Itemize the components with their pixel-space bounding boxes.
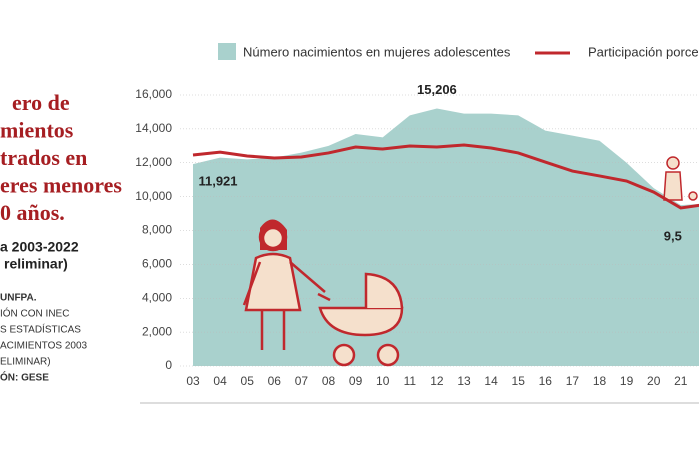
area <box>193 108 699 366</box>
title-line: 0 años. <box>0 200 65 225</box>
x-tick-label: 12 <box>430 374 444 388</box>
x-tick-label: 20 <box>647 374 661 388</box>
x-tick-label: 07 <box>295 374 309 388</box>
x-tick-label: 16 <box>539 374 553 388</box>
source-line: ACIMIENTOS 2003 <box>0 341 88 352</box>
title-line: ero de <box>12 90 70 115</box>
annotation: 15,206 <box>417 82 457 97</box>
annotation: 9,5 <box>664 229 682 244</box>
y-tick-label: 4,000 <box>142 290 172 304</box>
x-tick-label: 21 <box>674 374 688 388</box>
x-tick-label: 15 <box>512 374 526 388</box>
x-tick-label: 18 <box>593 374 607 388</box>
x-tick-label: 06 <box>268 374 282 388</box>
y-tick-label: 0 <box>165 358 172 372</box>
y-tick-label: 8,000 <box>142 223 172 237</box>
illustration <box>242 156 698 367</box>
subtitle-line: a 2003-2022 <box>0 239 79 255</box>
source-line: ÓN: GESE <box>0 371 49 384</box>
title-line: eres menores <box>0 173 122 198</box>
x-tick-label: 10 <box>376 374 390 388</box>
source-line: UNFPA. <box>0 293 37 304</box>
source-line: ELIMINAR) <box>0 357 51 368</box>
x-tick-label: 08 <box>322 374 336 388</box>
x-tick-label: 05 <box>241 374 255 388</box>
subtitle-line: reliminar) <box>4 256 68 272</box>
y-tick-label: 10,000 <box>135 189 172 203</box>
y-tick-label: 2,000 <box>142 324 172 338</box>
y-tick-label: 16,000 <box>135 87 172 101</box>
legend-swatch <box>218 43 236 60</box>
title-line: mientos <box>0 118 74 143</box>
legend-label: Participación porcen <box>588 44 699 59</box>
x-tick-label: 19 <box>620 374 634 388</box>
source-line: S ESTADÍSTICAS <box>0 323 81 336</box>
legend-label: Número nacimientos en mujeres adolescent… <box>243 44 511 59</box>
y-tick-label: 14,000 <box>135 121 172 135</box>
x-tick-label: 03 <box>186 374 200 388</box>
x-tick-label: 14 <box>484 374 498 388</box>
x-tick-label: 11 <box>404 374 417 388</box>
source-line: IÓN CON INEC <box>0 307 69 320</box>
x-tick-label: 17 <box>566 374 580 388</box>
title-line: trados en <box>0 145 87 170</box>
line <box>192 143 699 210</box>
y-tick-label: 6,000 <box>142 257 172 271</box>
y-tick-label: 12,000 <box>135 155 172 169</box>
x-tick-label: 13 <box>457 374 471 388</box>
x-tick-label: 04 <box>213 374 227 388</box>
x-tick-label: 09 <box>349 374 363 388</box>
annotation: 11,921 <box>198 174 237 189</box>
